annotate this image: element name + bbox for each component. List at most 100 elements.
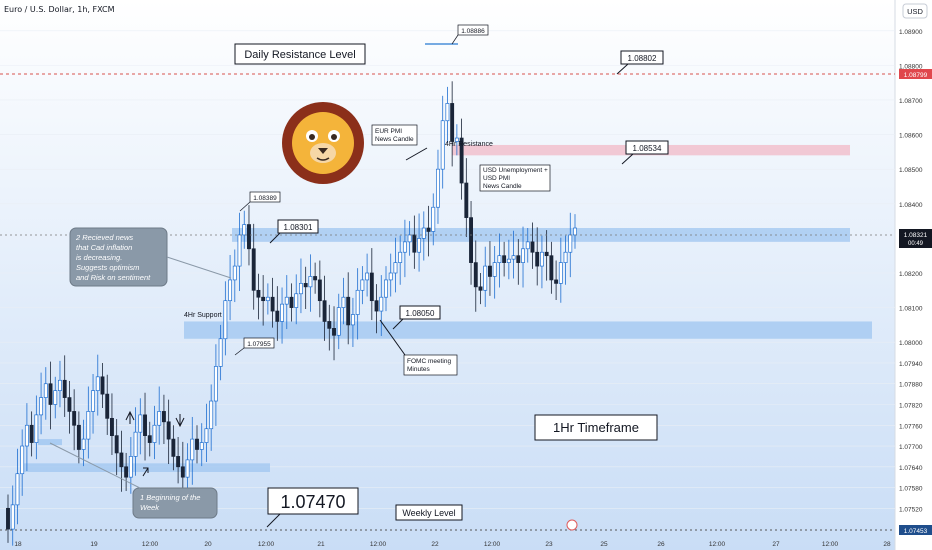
- usd-unemployment-line-3: News Candle: [483, 183, 522, 190]
- candle-body: [24, 424, 29, 447]
- candle-body: [393, 262, 398, 274]
- x-tick-label: 12:00: [484, 541, 501, 548]
- fomc-line-1: FOMC meeting: [407, 358, 451, 365]
- tag-08389-pointer: [239, 201, 251, 212]
- candle-body: [563, 251, 568, 263]
- candle-body: [417, 238, 422, 253]
- candle-body: [124, 466, 129, 478]
- tag-08050: [399, 305, 441, 320]
- candle-body: [48, 383, 53, 405]
- candle-body: [341, 296, 346, 308]
- fomc-line-2: Minutes: [407, 366, 431, 373]
- candle-body: [369, 272, 374, 302]
- candle-body: [360, 279, 365, 291]
- candle-body: [180, 466, 185, 478]
- weekly-price-tag: [899, 525, 932, 535]
- weekly-big-box: [267, 487, 359, 515]
- tag-08802-pointer: [616, 63, 629, 75]
- tag-08389-text: 1.08389: [253, 195, 277, 202]
- candle-body: [91, 390, 95, 412]
- arrow-down-small-icon: [175, 414, 185, 428]
- y-tick-label: 1.07580: [899, 486, 923, 493]
- candle-body: [521, 248, 525, 263]
- eur-pmi-box: [371, 124, 418, 146]
- candle-body: [223, 300, 228, 340]
- x-tick-label: 23: [545, 541, 553, 548]
- tag-07955-pointer: [234, 347, 245, 356]
- candle-body: [539, 251, 544, 267]
- candle-body: [336, 307, 341, 336]
- candle-body: [431, 206, 436, 232]
- resistance-price-tag: [899, 69, 932, 79]
- candle-body: [317, 279, 322, 302]
- candle-body: [327, 321, 332, 329]
- cad-news-line-1: 2 Recieved news: [75, 233, 133, 242]
- candle-body: [72, 411, 77, 426]
- cad-news-line-3: is decreasing.: [76, 253, 122, 262]
- candle-body: [488, 265, 492, 277]
- y-tick-label: 1.07700: [899, 444, 923, 451]
- y-tick-label: 1.07880: [899, 382, 923, 389]
- tag-08301-text: 1.08301: [284, 223, 313, 232]
- tag-08534-pointer: [621, 153, 634, 165]
- candle-body: [128, 456, 133, 478]
- candle-body: [511, 255, 516, 260]
- candle-body: [237, 234, 242, 267]
- arrow-up-small-icon: [125, 410, 135, 424]
- candle-body: [43, 383, 48, 398]
- tag-08534: [625, 140, 669, 155]
- weekly-level-label: Weekly Level: [402, 508, 455, 518]
- cad-news-line-4: Suggests optimism: [76, 263, 139, 272]
- x-tick-label: 28: [883, 541, 891, 548]
- candle-body: [152, 424, 157, 443]
- event-icon[interactable]: [566, 519, 578, 531]
- candle-body: [365, 272, 370, 281]
- candle-body: [81, 438, 86, 450]
- x-tick-label: 12:00: [709, 541, 726, 548]
- candle-body: [143, 414, 147, 436]
- candle-body: [350, 314, 355, 326]
- y-tick-label: 1.08800: [899, 63, 923, 70]
- candle-body: [402, 241, 407, 253]
- current-price-text: 1.08321: [904, 232, 928, 239]
- y-tick-label: 1.07940: [899, 361, 923, 368]
- current-countdown-text: 00:49: [908, 241, 924, 247]
- y-tick-label: 1.08500: [899, 167, 923, 174]
- candle-body: [6, 507, 10, 530]
- candle-body: [67, 397, 72, 412]
- candle-body: [76, 424, 81, 450]
- candle-body: [346, 296, 351, 326]
- x-tick-label: 12:00: [822, 541, 839, 548]
- x-tick-label: 12:00: [258, 541, 275, 548]
- eur-pmi-arrow: [405, 147, 428, 161]
- candle-body: [213, 366, 218, 402]
- fomc-arrow: [379, 319, 406, 356]
- y-tick-label: 1.08100: [899, 306, 923, 313]
- tag-08802: [620, 50, 664, 65]
- weekly-big-label: 1.07470: [280, 492, 345, 512]
- candle-body: [478, 286, 483, 291]
- candle-body: [464, 182, 469, 218]
- x-tick-label: 12:00: [370, 541, 387, 548]
- usd-unemployment-line-1: USD Unemployment +: [483, 167, 548, 174]
- candle-body: [502, 255, 507, 263]
- candle-body: [114, 435, 119, 454]
- current-price-tag: [899, 229, 932, 248]
- currency-button[interactable]: [902, 3, 928, 19]
- x-tick-label: 26: [657, 541, 665, 548]
- tag-08802-text: 1.08802: [628, 54, 657, 63]
- y-tick-label: 1.07760: [899, 423, 923, 430]
- four-hr-resistance-label: 4Hr Resistance: [445, 141, 493, 148]
- weekly-level-box: [395, 504, 463, 521]
- candle-body: [573, 227, 577, 236]
- candle-body: [171, 438, 176, 457]
- candle-body: [374, 300, 379, 312]
- candle-body: [445, 103, 450, 122]
- chart-title: Euro / U.S. Dollar, 1h, FXCM: [4, 5, 115, 14]
- y-tick-label: 1.08000: [899, 340, 923, 347]
- candle-body: [119, 452, 124, 468]
- candle-body: [228, 279, 233, 302]
- candle-body: [195, 438, 199, 450]
- cad-news-pointer: [166, 256, 232, 279]
